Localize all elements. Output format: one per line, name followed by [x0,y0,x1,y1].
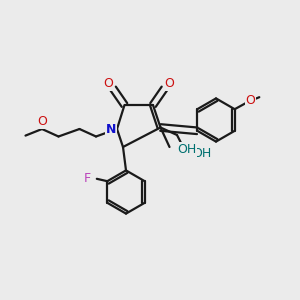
Text: OH: OH [192,146,211,160]
Text: O: O [245,94,255,107]
Text: O: O [104,77,113,91]
Text: O: O [164,77,174,91]
Text: O: O [38,115,47,128]
Text: OH: OH [177,143,196,156]
Text: F: F [84,172,92,185]
Text: N: N [106,122,116,136]
